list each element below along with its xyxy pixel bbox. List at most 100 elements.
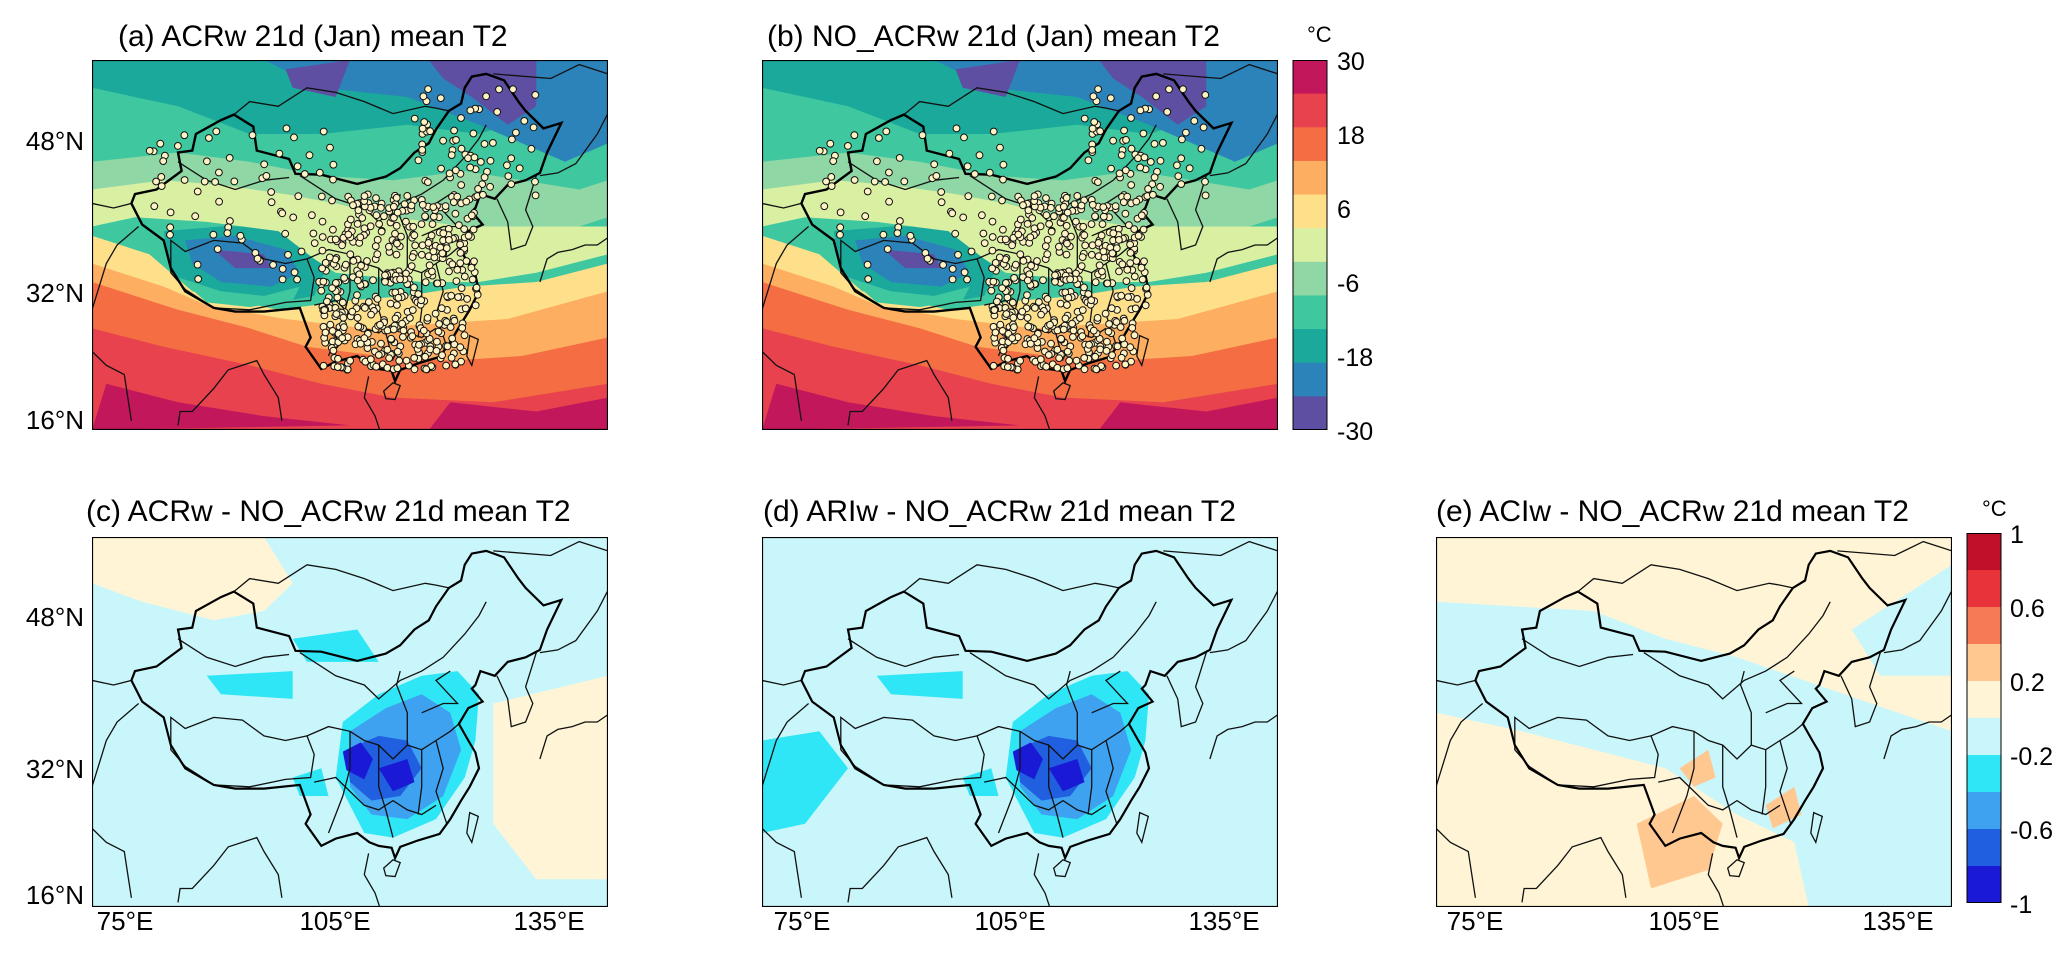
colorbar-segment — [1967, 829, 2001, 867]
station-marker — [1053, 363, 1062, 372]
station-marker — [1105, 320, 1114, 328]
station-marker — [363, 257, 371, 265]
boundary-line — [92, 202, 132, 209]
station-marker — [1104, 327, 1113, 336]
station-marker — [1055, 242, 1063, 251]
station-marker — [1063, 347, 1072, 356]
colorbar-frame — [1966, 533, 2002, 903]
station-marker — [457, 144, 466, 153]
station-marker — [988, 217, 997, 226]
station-marker — [1134, 154, 1142, 163]
colorbar-segment — [1967, 533, 2001, 571]
station-marker — [1149, 190, 1157, 199]
station-marker — [1042, 194, 1050, 203]
station-marker — [1003, 363, 1012, 372]
station-marker — [456, 259, 465, 268]
station-marker — [426, 345, 435, 354]
station-marker — [366, 355, 375, 364]
station-marker — [836, 230, 844, 239]
station-marker — [443, 342, 452, 351]
station-marker — [1019, 257, 1028, 265]
panel-e-title: (e) ACIw - NO_ACRw 21d mean T2 — [1436, 495, 1909, 528]
station-marker — [395, 356, 404, 365]
station-marker — [531, 91, 540, 99]
station-marker — [1087, 220, 1096, 229]
station-marker — [454, 293, 463, 302]
station-marker — [1062, 250, 1071, 259]
station-marker — [989, 277, 998, 286]
boundary-line — [1521, 638, 1634, 668]
station-marker — [1127, 284, 1136, 293]
station-marker — [360, 224, 369, 233]
station-marker — [1140, 257, 1148, 266]
boundary-line — [762, 202, 802, 209]
station-marker — [340, 274, 349, 282]
station-marker — [157, 173, 166, 181]
contour-region — [762, 731, 848, 833]
station-marker — [450, 126, 459, 135]
station-marker — [356, 233, 365, 242]
station-marker — [1081, 241, 1090, 250]
station-marker — [1132, 197, 1141, 206]
boundary-line — [997, 731, 1021, 834]
boundary-line — [233, 87, 450, 116]
station-marker — [215, 197, 223, 206]
boundary-line — [493, 63, 608, 177]
station-marker — [1050, 212, 1058, 221]
station-marker — [1113, 342, 1122, 351]
station-marker — [1122, 277, 1131, 286]
station-marker — [460, 225, 469, 234]
station-marker — [278, 265, 287, 273]
station-marker — [390, 213, 398, 222]
station-marker — [424, 85, 433, 94]
island-outline — [1052, 382, 1072, 401]
station-marker — [1063, 364, 1072, 373]
boundary-line — [1577, 564, 1794, 593]
station-marker — [1128, 324, 1137, 332]
station-marker — [1199, 123, 1208, 132]
boundary-line — [847, 359, 953, 426]
station-marker — [963, 275, 972, 284]
station-marker — [1115, 236, 1123, 244]
station-marker — [829, 157, 838, 165]
contour-region — [206, 671, 293, 699]
panel-b-title: (b) NO_ACRw 21d (Jan) mean T2 — [767, 20, 1220, 53]
station-marker — [1099, 247, 1108, 256]
station-marker — [452, 136, 460, 144]
station-marker — [353, 220, 362, 228]
station-marker — [346, 250, 355, 259]
colorbar-segment — [1967, 866, 2001, 903]
station-marker — [389, 325, 398, 334]
station-marker — [360, 192, 369, 201]
boundary-line — [1048, 745, 1064, 838]
station-marker — [353, 313, 362, 322]
station-marker — [408, 332, 417, 341]
contour-region — [92, 328, 608, 430]
colorbar-tick-label: -0.2 — [2010, 743, 2054, 771]
station-marker — [1093, 314, 1102, 322]
station-marker — [1089, 326, 1098, 335]
boundary-line — [847, 161, 960, 191]
station-marker — [410, 283, 418, 292]
station-marker — [410, 231, 419, 240]
colorbar-tick-label: 0.6 — [2010, 595, 2045, 623]
lon-tick-label: 75°E — [773, 906, 831, 936]
station-marker — [436, 94, 445, 102]
boundary-line — [1033, 376, 1051, 430]
contour-region — [762, 328, 1278, 430]
colorbar-segment — [1967, 718, 2001, 756]
station-marker — [374, 351, 383, 359]
station-marker — [1120, 316, 1129, 325]
station-marker — [451, 209, 460, 218]
station-marker — [349, 257, 358, 265]
boundary-line — [903, 564, 1120, 593]
station-marker — [1108, 351, 1117, 360]
station-marker — [472, 283, 481, 292]
station-marker — [308, 211, 316, 220]
station-marker — [507, 154, 516, 163]
station-marker — [844, 142, 852, 150]
station-marker — [1139, 225, 1148, 234]
station-marker — [1163, 108, 1172, 116]
station-marker — [863, 260, 872, 269]
lat-tick-label: 48°N — [25, 602, 84, 632]
